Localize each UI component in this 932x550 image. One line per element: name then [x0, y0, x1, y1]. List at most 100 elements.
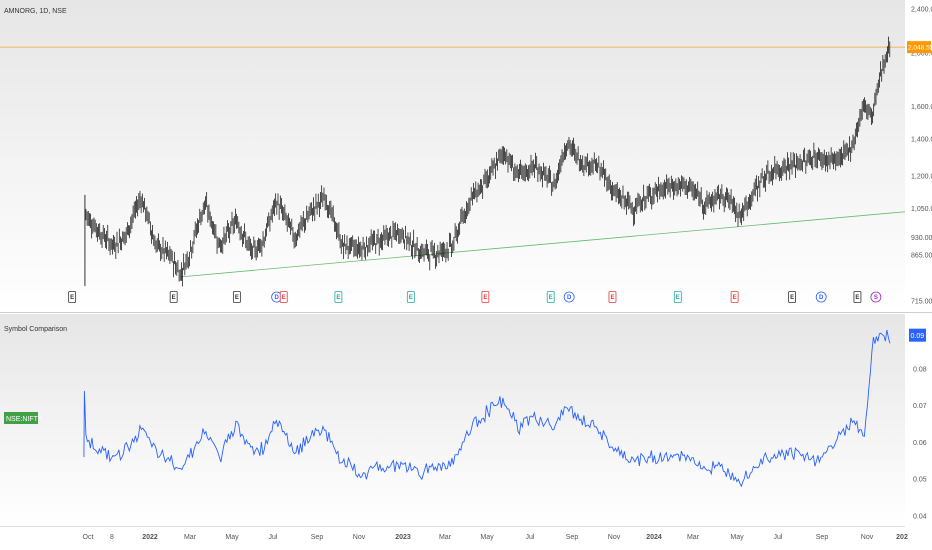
time-axis-tick: May — [225, 534, 239, 541]
time-axis-tick: Oct — [83, 534, 94, 541]
earnings-icon — [481, 291, 490, 303]
event-marker-label: D — [274, 295, 279, 301]
time-axis-tick: 202 — [896, 534, 908, 541]
current-value-badge: 0.09 — [909, 328, 926, 342]
price-axis-tick: 930.00 — [911, 235, 932, 242]
comparison-axis-tick: 0.04 — [913, 514, 927, 521]
split-icon — [870, 291, 882, 303]
price-panel-background — [0, 0, 905, 312]
event-marker-label: D — [819, 295, 824, 301]
event-marker-label: E — [409, 295, 413, 301]
current-price-badge-bg — [907, 41, 931, 54]
event-marker[interactable]: E — [279, 291, 288, 303]
event-marker[interactable]: E — [788, 291, 797, 303]
support-trendline[interactable] — [180, 211, 906, 278]
price-series — [84, 36, 891, 287]
comparison-axis-tick: 0.08 — [913, 366, 927, 373]
event-marker-label: D — [567, 295, 572, 301]
earnings-icon — [546, 291, 555, 303]
event-marker[interactable]: E — [169, 291, 178, 303]
comparison-line — [83, 329, 891, 488]
time-axis-tick: Mar — [439, 534, 452, 541]
price-axis-tick: 865.00 — [911, 252, 932, 259]
comparison-panel-title: Symbol Comparison — [4, 326, 67, 333]
earnings-icon — [608, 291, 617, 303]
earnings-icon — [334, 291, 343, 303]
event-marker[interactable]: E — [232, 291, 241, 303]
earnings-icon — [232, 291, 241, 303]
dividend-icon — [815, 291, 827, 303]
time-axis-tick: Sep — [816, 534, 829, 541]
dividend-icon — [563, 291, 575, 303]
event-marker[interactable]: E — [481, 291, 490, 303]
price-axis-tick: 1,050.00 — [911, 206, 932, 213]
price-axis-tick: 715.00 — [911, 298, 932, 305]
legend-badge-label: NSE:NIFTY — [6, 416, 43, 423]
event-marker[interactable]: E — [406, 291, 415, 303]
earnings-icon — [788, 291, 797, 303]
current-price-value: 2,048.55 — [908, 45, 932, 52]
event-marker-label: E — [790, 295, 794, 301]
event-marker[interactable]: S — [870, 291, 882, 303]
current-value-badge-bg — [909, 328, 926, 342]
event-marker-label: E — [336, 295, 340, 301]
comparison-axis-tick: 0.06 — [913, 440, 927, 447]
price-y-axis[interactable]: 2,400.00 2,000.00 1,600.00 1,400.00 1,200.00… — [911, 6, 932, 305]
event-marker-label: E — [282, 295, 286, 301]
event-marker[interactable]: E — [673, 291, 682, 303]
price-axis-tick: 2,400.00 — [911, 6, 932, 13]
earnings-icon — [68, 291, 77, 303]
event-marker[interactable]: D — [815, 291, 827, 303]
time-axis-tick: Mar — [184, 534, 197, 541]
time-axis-tick: Jul — [526, 534, 535, 541]
comparison-panel[interactable]: Symbol Comparison NSE:NIFTY — [0, 314, 905, 526]
event-marker-label: E — [235, 295, 239, 301]
event-marker-label: E — [549, 295, 553, 301]
event-marker-label: E — [610, 295, 614, 301]
event-marker[interactable]: E — [546, 291, 555, 303]
time-axis-tick: Sep — [311, 534, 324, 541]
event-marker[interactable]: E — [853, 291, 862, 303]
current-price-badge: 2,048.55 — [907, 41, 932, 54]
time-axis-tick: Jul — [269, 534, 278, 541]
earnings-icon — [673, 291, 682, 303]
comparison-y-axis[interactable]: 0.08 0.07 0.06 0.05 0.04 — [913, 366, 927, 520]
earnings-icon — [279, 291, 288, 303]
time-axis-tick: 2022 — [142, 534, 158, 541]
time-axis-tick: Nov — [861, 534, 874, 541]
time-axis-tick: May — [480, 534, 494, 541]
time-axis-tick: May — [730, 534, 744, 541]
event-marker-label: E — [483, 295, 487, 301]
earnings-icon — [730, 291, 739, 303]
event-marker[interactable]: E — [608, 291, 617, 303]
comparison-axis-tick: 0.05 — [913, 477, 927, 484]
time-axis-background — [0, 526, 932, 550]
time-axis-tick: Mar — [687, 534, 700, 541]
price-axis-tick: 2,000.00 — [911, 50, 932, 57]
price-axis-tick: 1,200.00 — [911, 174, 932, 181]
earnings-icon — [406, 291, 415, 303]
time-axis-tick: Sep — [566, 534, 579, 541]
event-marker-label: S — [874, 295, 878, 301]
event-marker[interactable]: E — [334, 291, 343, 303]
earnings-icon — [853, 291, 862, 303]
event-marker[interactable]: E — [730, 291, 739, 303]
time-axis[interactable]: Oct 8 2022 Mar May Jul Sep Nov 2023 Mar May Jul Sep N… — [0, 526, 932, 550]
earnings-icon — [169, 291, 178, 303]
event-marker[interactable]: E — [68, 291, 77, 303]
price-axis-tick: 1,400.00 — [911, 136, 932, 143]
time-axis-tick: Nov — [608, 534, 621, 541]
event-marker-label: E — [676, 295, 680, 301]
price-axis-tick: 1,600.00 — [911, 104, 932, 111]
time-axis-tick: 2023 — [395, 534, 411, 541]
event-marker[interactable]: D — [563, 291, 575, 303]
time-axis-tick: Jul — [774, 534, 783, 541]
time-axis-tick: 2024 — [646, 534, 662, 541]
event-marker-label: E — [172, 295, 176, 301]
price-panel-title: AMNORG, 1D, NSE — [4, 8, 67, 15]
event-marker-label: E — [733, 295, 737, 301]
event-marker[interactable]: D — [271, 291, 283, 303]
